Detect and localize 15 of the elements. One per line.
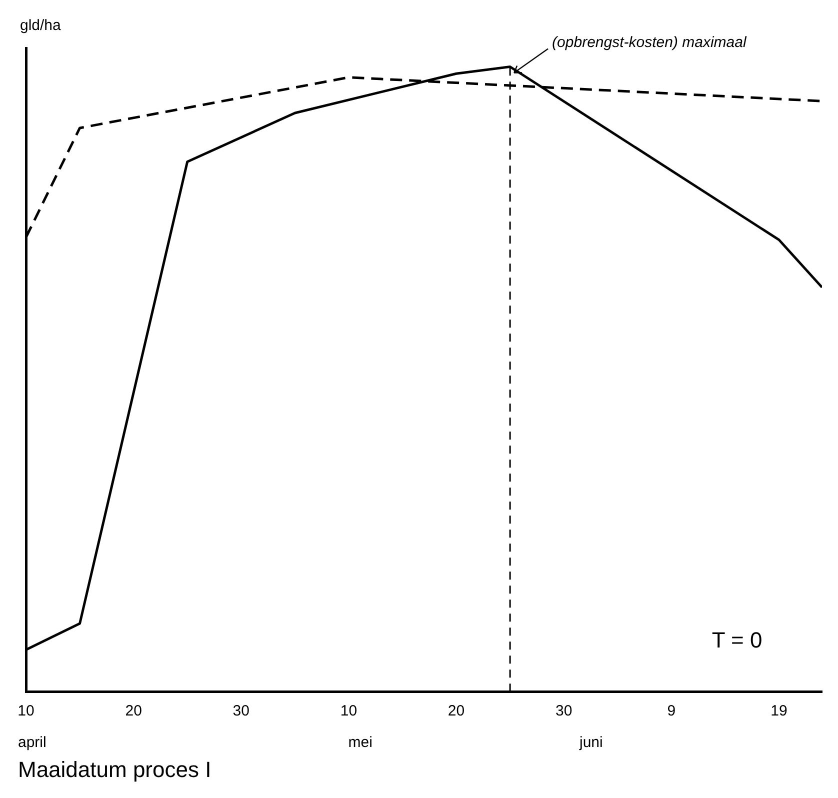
x-tick-label: 19 [770, 702, 788, 720]
x-tick-label: 20 [125, 702, 142, 720]
x-tick-label: 10 [340, 702, 358, 720]
y-axis-title: gld/ha [20, 17, 62, 34]
x-tick-label: 10 [18, 702, 34, 720]
x-tick-label: 20 [448, 702, 465, 720]
x-tick-label: 9 [667, 702, 676, 720]
x-tick-label: 30 [555, 702, 572, 720]
text: mei [348, 734, 372, 752]
text: Maaidatum proces I [18, 756, 212, 782]
text: april [18, 734, 46, 752]
annotation: (opbrengst-kosten) maximaal [552, 34, 747, 51]
x-tick-label: 30 [232, 702, 250, 720]
annotation: T = 0 [712, 628, 762, 653]
text: juni [578, 734, 603, 752]
